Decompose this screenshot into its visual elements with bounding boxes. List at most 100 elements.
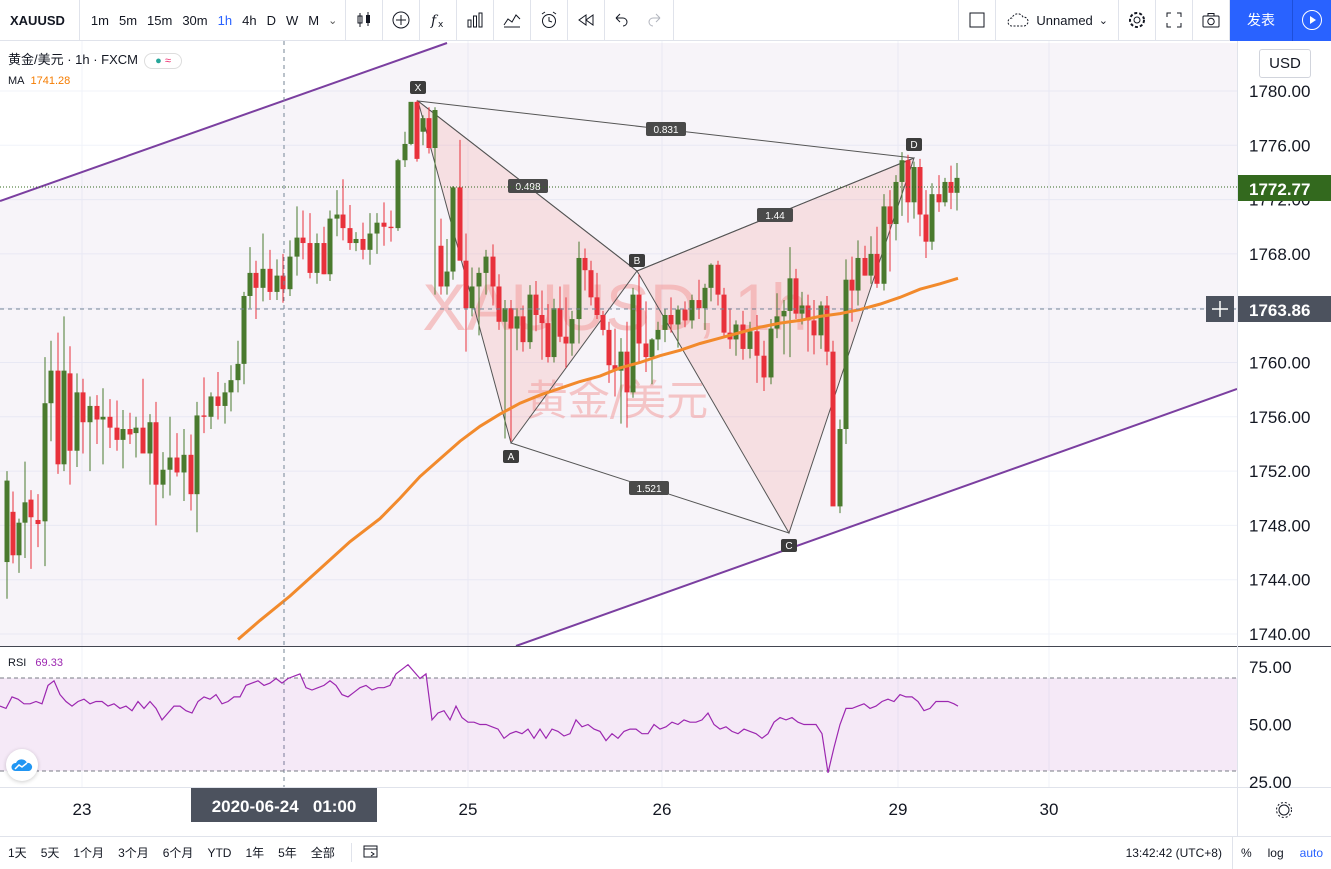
interval-m[interactable]: M bbox=[308, 12, 320, 28]
pattern-point-c[interactable]: C bbox=[781, 539, 797, 552]
interval-1m[interactable]: 1m bbox=[90, 12, 109, 28]
range-1y[interactable]: 1年 bbox=[245, 846, 265, 860]
candle bbox=[868, 236, 874, 284]
fullscreen-icon bbox=[1166, 12, 1182, 28]
auto-scale-toggle[interactable]: auto bbox=[1299, 845, 1323, 860]
rsi-axis[interactable]: 75.00 50.00 25.00 bbox=[1249, 658, 1292, 792]
range-6m[interactable]: 6个月 bbox=[162, 846, 194, 860]
candle bbox=[508, 300, 514, 442]
time-tick-label: 25 bbox=[459, 800, 478, 819]
goto-date-button[interactable] bbox=[350, 843, 390, 862]
range-5y[interactable]: 5年 bbox=[278, 846, 297, 860]
legend-title[interactable]: 黄金/美元 · 1h · FXCM bbox=[8, 52, 139, 67]
candle bbox=[636, 274, 642, 364]
interval-30m[interactable]: 30m bbox=[182, 12, 208, 28]
candle bbox=[228, 365, 234, 412]
price-tick-label: 1752.00 bbox=[1249, 462, 1310, 481]
ma-label[interactable]: MA bbox=[8, 74, 25, 87]
candle bbox=[899, 152, 905, 216]
chevron-down-icon: ⌄ bbox=[1098, 14, 1108, 27]
candle bbox=[702, 283, 708, 330]
candle bbox=[733, 320, 739, 356]
symbol-search-button[interactable]: XAUUSD bbox=[0, 0, 80, 41]
candle bbox=[194, 401, 200, 533]
alert-button[interactable] bbox=[531, 0, 569, 41]
candle bbox=[215, 372, 221, 420]
chart-type-button[interactable] bbox=[346, 0, 384, 41]
range-ytd[interactable]: YTD bbox=[207, 845, 232, 860]
replay-button[interactable] bbox=[568, 0, 606, 41]
svg-text:1763.86: 1763.86 bbox=[1249, 301, 1310, 320]
svg-text:A: A bbox=[508, 452, 515, 463]
candle bbox=[287, 240, 293, 296]
interval-w[interactable]: W bbox=[285, 12, 299, 28]
candle bbox=[274, 259, 280, 301]
currency-button[interactable]: USD bbox=[1259, 49, 1311, 78]
gear-icon bbox=[1129, 12, 1145, 28]
toolbar-spacer bbox=[674, 0, 960, 41]
time-axis-settings-button[interactable] bbox=[1276, 802, 1292, 818]
percent-scale-toggle[interactable]: % bbox=[1240, 845, 1252, 860]
pattern-point-a[interactable]: A bbox=[503, 450, 519, 463]
snapshot-button[interactable] bbox=[1193, 0, 1230, 41]
interval-1h[interactable]: 1h bbox=[217, 12, 233, 28]
clock[interactable]: 13:42:42 (UTC+8) bbox=[1126, 836, 1233, 869]
redo-button[interactable] bbox=[637, 0, 675, 41]
fullscreen-button[interactable] bbox=[1156, 0, 1193, 41]
price-chart[interactable]: XAUUSD, 1h 黄金/美元 X A B C D 0.498 0.831 1… bbox=[0, 41, 1331, 836]
svg-text:B: B bbox=[634, 256, 641, 267]
interval-5m[interactable]: 5m bbox=[118, 12, 138, 28]
range-3m[interactable]: 3个月 bbox=[118, 846, 149, 860]
candle bbox=[655, 321, 661, 351]
chevron-down-icon[interactable]: ⌄ bbox=[328, 14, 338, 27]
candle bbox=[887, 190, 893, 272]
pattern-point-d[interactable]: D bbox=[906, 138, 922, 151]
select-layout-button[interactable] bbox=[959, 0, 997, 41]
candle bbox=[55, 332, 61, 474]
range-1m[interactable]: 1个月 bbox=[73, 846, 105, 860]
candle bbox=[16, 518, 22, 573]
candle bbox=[347, 205, 353, 250]
publish-button[interactable]: 发表 bbox=[1230, 0, 1292, 41]
layout-name-dropdown[interactable]: Unnamed ⌄ bbox=[996, 0, 1119, 41]
candle bbox=[514, 308, 520, 351]
candle bbox=[208, 392, 214, 430]
channel-lower-line bbox=[515, 388, 1237, 646]
pattern-point-b[interactable]: B bbox=[629, 254, 645, 267]
financials-button[interactable] bbox=[457, 0, 495, 41]
candle bbox=[708, 263, 714, 302]
candle bbox=[367, 213, 373, 265]
pattern-point-x[interactable]: X bbox=[410, 81, 426, 94]
range-1d[interactable]: 1天 bbox=[8, 846, 27, 860]
interval-15m[interactable]: 15m bbox=[147, 12, 173, 28]
undo-button[interactable] bbox=[605, 0, 637, 41]
play-button[interactable] bbox=[1292, 0, 1331, 41]
templates-button[interactable] bbox=[494, 0, 532, 41]
interval-4h[interactable]: 4h bbox=[242, 12, 257, 28]
svg-text:1772.77: 1772.77 bbox=[1249, 180, 1310, 199]
settings-button[interactable] bbox=[1119, 0, 1156, 41]
moving-average-line bbox=[237, 276, 959, 641]
candle bbox=[740, 310, 746, 360]
interval-d[interactable]: D bbox=[266, 12, 276, 28]
compare-button[interactable] bbox=[383, 0, 421, 41]
price-axis[interactable]: 1780.001776.001772.001768.001764.001760.… bbox=[1249, 82, 1310, 644]
candle bbox=[463, 233, 469, 352]
time-axis[interactable]: 23 25 26 29 30 bbox=[73, 800, 1059, 819]
range-all[interactable]: 全部 bbox=[310, 846, 335, 860]
time-tick-label: 23 bbox=[73, 800, 92, 819]
grid bbox=[0, 41, 1237, 787]
crosshair-price-label: 1763.86 bbox=[1238, 296, 1331, 322]
tradingview-logo[interactable] bbox=[6, 749, 38, 781]
rsi-label[interactable]: RSI bbox=[8, 657, 27, 669]
range-5d[interactable]: 5天 bbox=[40, 846, 60, 860]
candle bbox=[28, 490, 34, 569]
rewind-icon bbox=[578, 14, 594, 26]
log-scale-toggle[interactable]: log bbox=[1267, 845, 1284, 860]
undo-icon bbox=[615, 13, 628, 27]
candle bbox=[408, 101, 414, 146]
candle bbox=[42, 357, 48, 567]
candle bbox=[334, 190, 340, 237]
